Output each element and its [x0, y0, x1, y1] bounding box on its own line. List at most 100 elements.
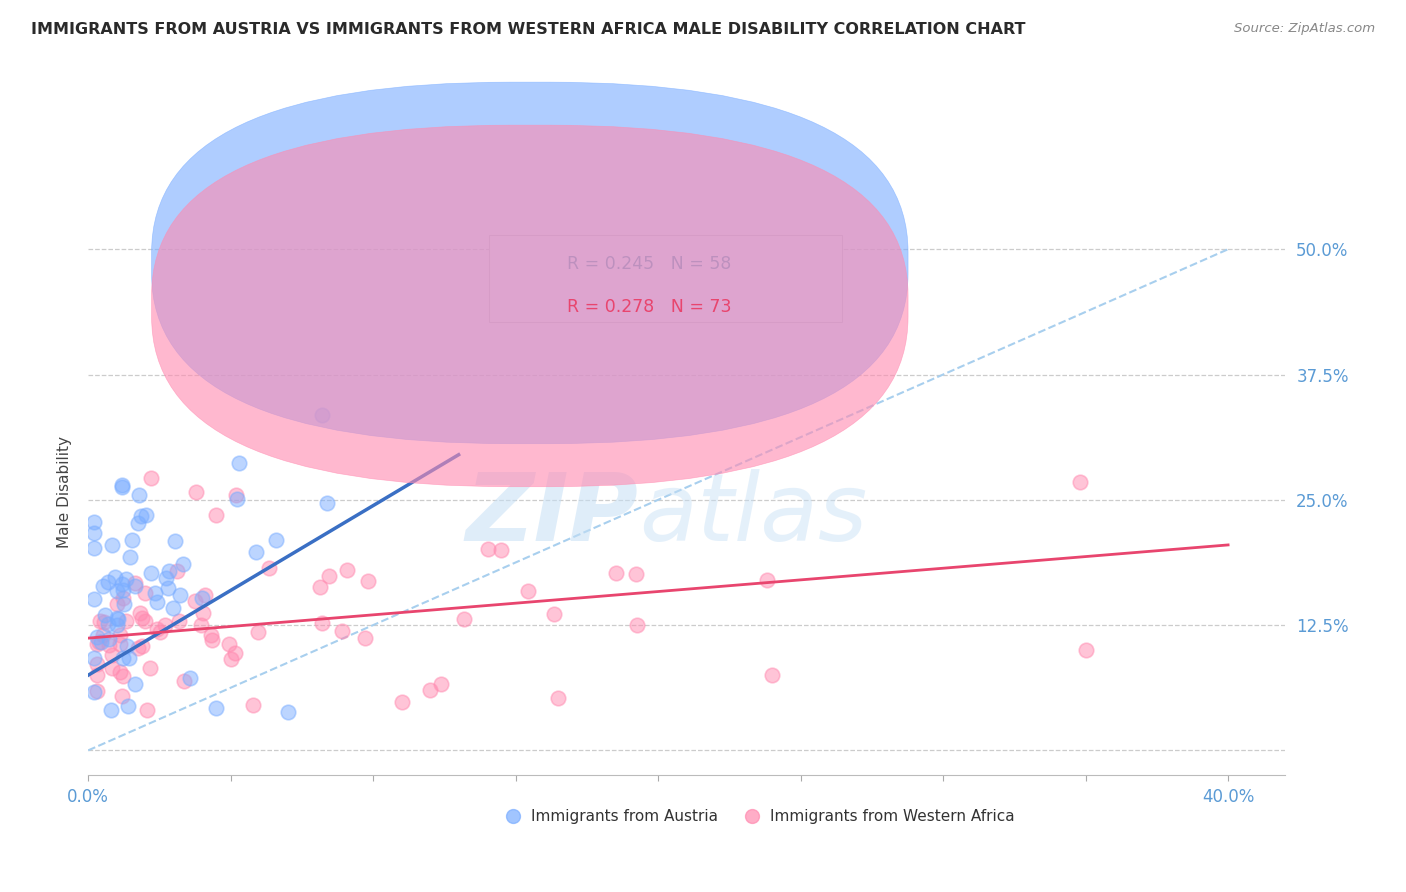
Point	[162, 601, 184, 615]
Point	[264, 533, 287, 547]
Point	[547, 691, 569, 706]
Text: ZIP: ZIP	[465, 469, 638, 561]
Point	[127, 516, 149, 530]
Point	[166, 564, 188, 578]
Point	[205, 701, 228, 715]
Point	[91, 579, 114, 593]
Point	[107, 598, 129, 612]
Point	[165, 533, 187, 548]
Point	[83, 526, 105, 541]
Point	[1074, 643, 1097, 657]
Point	[225, 491, 247, 506]
Point	[1088, 815, 1111, 830]
Point	[89, 614, 111, 628]
Point	[761, 668, 783, 682]
Point	[87, 635, 110, 649]
Point	[155, 618, 177, 632]
Point	[353, 631, 375, 645]
Point	[219, 652, 242, 666]
Point	[93, 615, 115, 629]
Point	[107, 612, 129, 626]
Point	[110, 480, 132, 494]
Point	[86, 630, 108, 644]
Point	[83, 592, 105, 607]
Point	[131, 611, 153, 625]
FancyBboxPatch shape	[152, 82, 908, 443]
Point	[118, 651, 141, 665]
Point	[128, 488, 150, 502]
Point	[108, 628, 131, 642]
Point	[318, 569, 340, 583]
Point	[225, 488, 247, 502]
Point	[605, 566, 627, 581]
Point	[430, 676, 453, 690]
Point	[97, 574, 120, 589]
Point	[83, 515, 105, 529]
Point	[112, 597, 135, 611]
Point	[190, 618, 212, 632]
Point	[242, 698, 264, 713]
Point	[143, 586, 166, 600]
Point	[93, 607, 115, 622]
Point	[194, 588, 217, 602]
Point	[86, 684, 108, 698]
Point	[139, 661, 162, 675]
Point	[624, 566, 647, 581]
Point	[172, 557, 194, 571]
Point	[228, 456, 250, 470]
FancyBboxPatch shape	[489, 235, 842, 322]
Point	[173, 674, 195, 689]
Point	[357, 574, 380, 588]
Point	[105, 583, 128, 598]
Point	[330, 624, 353, 638]
Point	[157, 564, 180, 578]
Point	[191, 591, 214, 606]
Text: R = 0.245   N = 58: R = 0.245 N = 58	[567, 254, 731, 273]
Point	[98, 632, 121, 647]
Point	[86, 657, 108, 671]
Point	[179, 671, 201, 685]
Point	[316, 496, 339, 510]
Point	[115, 572, 138, 586]
Point	[134, 614, 156, 628]
Point	[124, 575, 146, 590]
Text: Source: ZipAtlas.com: Source: ZipAtlas.com	[1234, 22, 1375, 36]
Text: Immigrants from Austria: Immigrants from Austria	[531, 809, 718, 823]
Text: Immigrants from Western Africa: Immigrants from Western Africa	[770, 809, 1015, 823]
Point	[114, 614, 136, 628]
Point	[516, 584, 538, 599]
Point	[111, 577, 134, 591]
Point	[112, 591, 135, 605]
Point	[477, 542, 499, 557]
Point	[135, 703, 157, 717]
Point	[186, 484, 208, 499]
Point	[146, 623, 169, 637]
Point	[117, 698, 139, 713]
Point	[128, 606, 150, 620]
Point	[224, 646, 246, 660]
Point	[86, 637, 108, 651]
Point	[108, 665, 131, 679]
Point	[167, 614, 190, 628]
Point	[105, 618, 128, 632]
Point	[141, 566, 163, 580]
Point	[90, 635, 112, 649]
Point	[120, 549, 142, 564]
Point	[97, 617, 120, 632]
Point	[201, 633, 224, 648]
Point	[200, 628, 222, 642]
Point	[309, 580, 332, 594]
Point	[155, 571, 177, 585]
Point	[83, 685, 105, 699]
Point	[131, 508, 153, 523]
Point	[131, 639, 153, 653]
Point	[83, 651, 105, 665]
Point	[111, 669, 134, 683]
Point	[543, 607, 565, 621]
Point	[453, 612, 475, 626]
Point	[139, 471, 162, 485]
Point	[111, 477, 134, 491]
Point	[134, 586, 156, 600]
Point	[115, 639, 138, 653]
Point	[146, 595, 169, 609]
